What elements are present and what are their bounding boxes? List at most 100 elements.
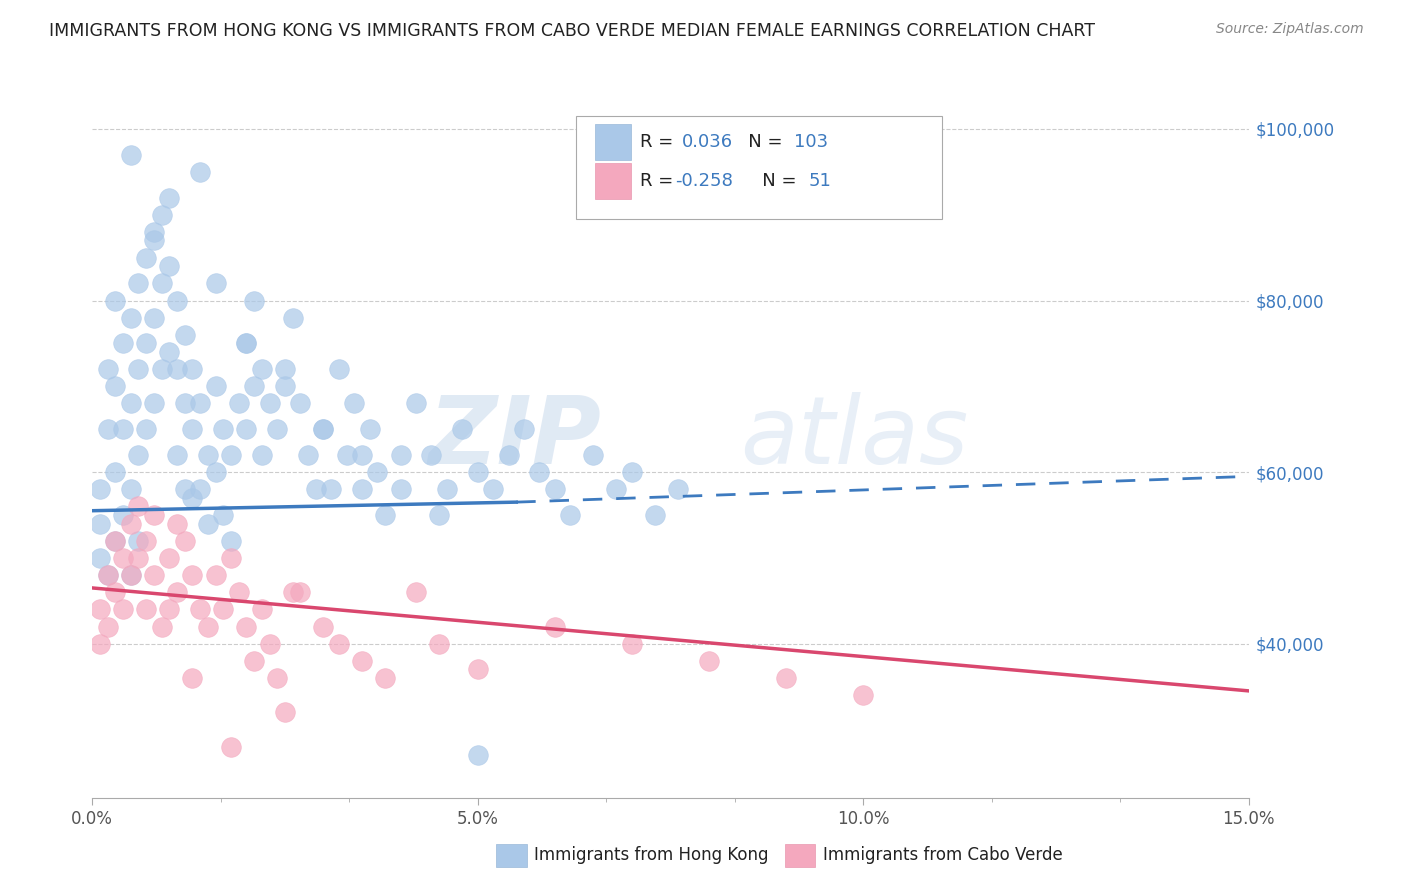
Point [274, 362, 297, 376]
Point [544, 619, 567, 633]
Point [235, 336, 257, 351]
Point [135, 602, 157, 616]
Point [111, 602, 134, 616]
Point [389, 483, 412, 497]
Point [111, 550, 134, 565]
Point [142, 568, 165, 582]
Point [104, 585, 127, 599]
Point [197, 448, 219, 462]
Point [544, 483, 567, 497]
Point [290, 396, 312, 410]
Text: -0.258: -0.258 [675, 172, 733, 190]
Point [235, 422, 257, 436]
Point [436, 483, 458, 497]
Point [120, 568, 142, 582]
Text: atlas: atlas [740, 392, 969, 483]
Point [89, 637, 111, 651]
Point [328, 362, 350, 376]
Point [312, 422, 335, 436]
Point [529, 465, 551, 479]
Point [173, 533, 195, 548]
Point [350, 448, 373, 462]
Point [620, 637, 643, 651]
Point [235, 336, 257, 351]
Point [120, 147, 142, 161]
Point [111, 336, 134, 351]
Point [852, 688, 875, 702]
Point [142, 396, 165, 410]
Point [243, 293, 266, 308]
Point [197, 619, 219, 633]
Point [166, 585, 188, 599]
Point [467, 662, 489, 676]
Point [228, 396, 250, 410]
Point [173, 327, 195, 342]
Point [127, 448, 149, 462]
Point [266, 422, 288, 436]
Point [142, 508, 165, 522]
Point [697, 654, 720, 668]
Point [366, 465, 388, 479]
Point [135, 533, 157, 548]
Point [274, 706, 297, 720]
Point [157, 190, 180, 204]
Point [312, 619, 335, 633]
Point [259, 637, 281, 651]
Point [127, 277, 149, 291]
Point [120, 516, 142, 531]
Point [274, 379, 297, 393]
Point [359, 422, 381, 436]
Point [467, 748, 489, 763]
Text: R =: R = [640, 172, 679, 190]
Point [297, 448, 319, 462]
Point [212, 422, 235, 436]
Point [120, 483, 142, 497]
Point [89, 550, 111, 565]
Point [166, 448, 188, 462]
Point [219, 448, 242, 462]
Point [181, 491, 204, 505]
Point [89, 483, 111, 497]
Point [188, 165, 211, 179]
Text: 51: 51 [808, 172, 831, 190]
Point [166, 362, 188, 376]
Point [89, 516, 111, 531]
Point [243, 654, 266, 668]
Point [350, 483, 373, 497]
Point [427, 637, 450, 651]
Point [104, 465, 127, 479]
Point [111, 422, 134, 436]
Point [188, 483, 211, 497]
Point [328, 637, 350, 651]
Point [312, 422, 335, 436]
Point [290, 585, 312, 599]
Text: N =: N = [745, 172, 808, 190]
Point [427, 508, 450, 522]
Point [305, 483, 328, 497]
Point [219, 739, 242, 754]
Text: 103: 103 [794, 133, 828, 151]
Text: ZIP: ZIP [429, 392, 600, 483]
Point [204, 277, 226, 291]
Point [104, 379, 127, 393]
Point [343, 396, 366, 410]
Point [582, 448, 605, 462]
Point [127, 550, 149, 565]
Point [250, 448, 273, 462]
Point [212, 602, 235, 616]
Point [97, 619, 120, 633]
Point [181, 568, 204, 582]
Point [181, 671, 204, 685]
Point [266, 671, 288, 685]
Point [97, 568, 120, 582]
Point [120, 310, 142, 325]
Point [204, 568, 226, 582]
Point [243, 379, 266, 393]
Point [97, 568, 120, 582]
Text: Immigrants from Hong Kong: Immigrants from Hong Kong [534, 847, 769, 864]
Point [389, 448, 412, 462]
Point [142, 225, 165, 239]
Point [188, 602, 211, 616]
Point [157, 550, 180, 565]
Text: 0.036: 0.036 [682, 133, 733, 151]
